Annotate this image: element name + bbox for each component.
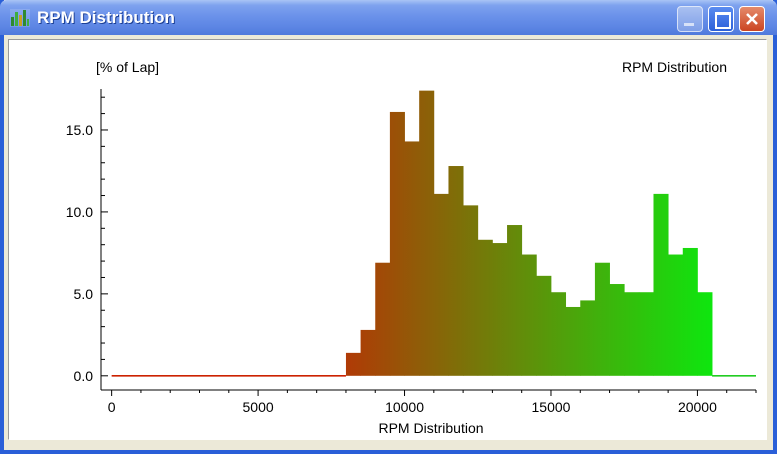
- histogram-bar: [433, 193, 449, 376]
- histogram-bar: [507, 225, 523, 376]
- window-title: RPM Distribution: [37, 8, 175, 27]
- maximize-icon: [715, 12, 731, 29]
- close-button[interactable]: [739, 6, 765, 32]
- y-tick-label: 10.0: [66, 204, 93, 220]
- histogram-bar: [404, 141, 420, 376]
- chart-frame: 0.0 5.0 10.0 15.0 0 5000 10000 15000 20000 [% of…: [8, 39, 767, 440]
- rpm-histogram-chart: 0.0 5.0 10.0 15.0 0 5000 10000 15000 20000 [% of…: [66, 59, 757, 436]
- histogram-bar: [492, 243, 508, 376]
- chart-title: RPM Distribution: [622, 59, 727, 75]
- histogram-bar: [565, 306, 581, 376]
- histogram-bar: [463, 205, 479, 376]
- histogram-bar: [419, 90, 435, 376]
- x-tick-label: 20000: [678, 399, 717, 415]
- maximize-button[interactable]: [708, 6, 734, 32]
- histogram-bar: [448, 166, 464, 376]
- minimize-icon: [684, 23, 694, 26]
- histogram-bar: [682, 247, 698, 376]
- close-icon: [746, 13, 758, 25]
- window-client-area: 0.0 5.0 10.0 15.0 0 5000 10000 15000 20000 [% of…: [4, 35, 773, 446]
- histogram-bar: [389, 111, 405, 376]
- minimize-button[interactable]: [677, 6, 703, 32]
- histogram-bar: [580, 300, 596, 376]
- histogram-bar: [345, 352, 361, 376]
- histogram-bar: [550, 292, 567, 376]
- x-axis-label: RPM Distribution: [378, 420, 483, 436]
- histogram-bar: [697, 292, 713, 376]
- histogram-bar: [653, 193, 669, 376]
- histogram-bar: [638, 292, 654, 376]
- histogram-bar: [668, 254, 684, 376]
- histogram-bar: [536, 275, 552, 376]
- x-tick-label: 15000: [532, 399, 571, 415]
- histogram-bar: [375, 262, 391, 376]
- histogram-bar: [477, 239, 493, 376]
- title-bar[interactable]: RPM Distribution: [0, 0, 777, 35]
- histogram-bar: [521, 254, 537, 376]
- histogram-bar: [624, 292, 640, 376]
- x-tick-label: 0: [108, 399, 116, 415]
- y-tick-label: 5.0: [74, 286, 94, 302]
- histogram-bar: [594, 262, 610, 376]
- x-tick-label: 10000: [385, 399, 424, 415]
- y-tick-label: 0.0: [74, 368, 94, 384]
- y-axis-label: [% of Lap]: [96, 59, 159, 75]
- x-tick-label: 5000: [243, 399, 274, 415]
- histogram-app-icon[interactable]: [10, 9, 30, 27]
- histogram-bar: [360, 329, 376, 376]
- y-tick-label: 15.0: [66, 122, 93, 138]
- histogram-bar: [609, 284, 625, 376]
